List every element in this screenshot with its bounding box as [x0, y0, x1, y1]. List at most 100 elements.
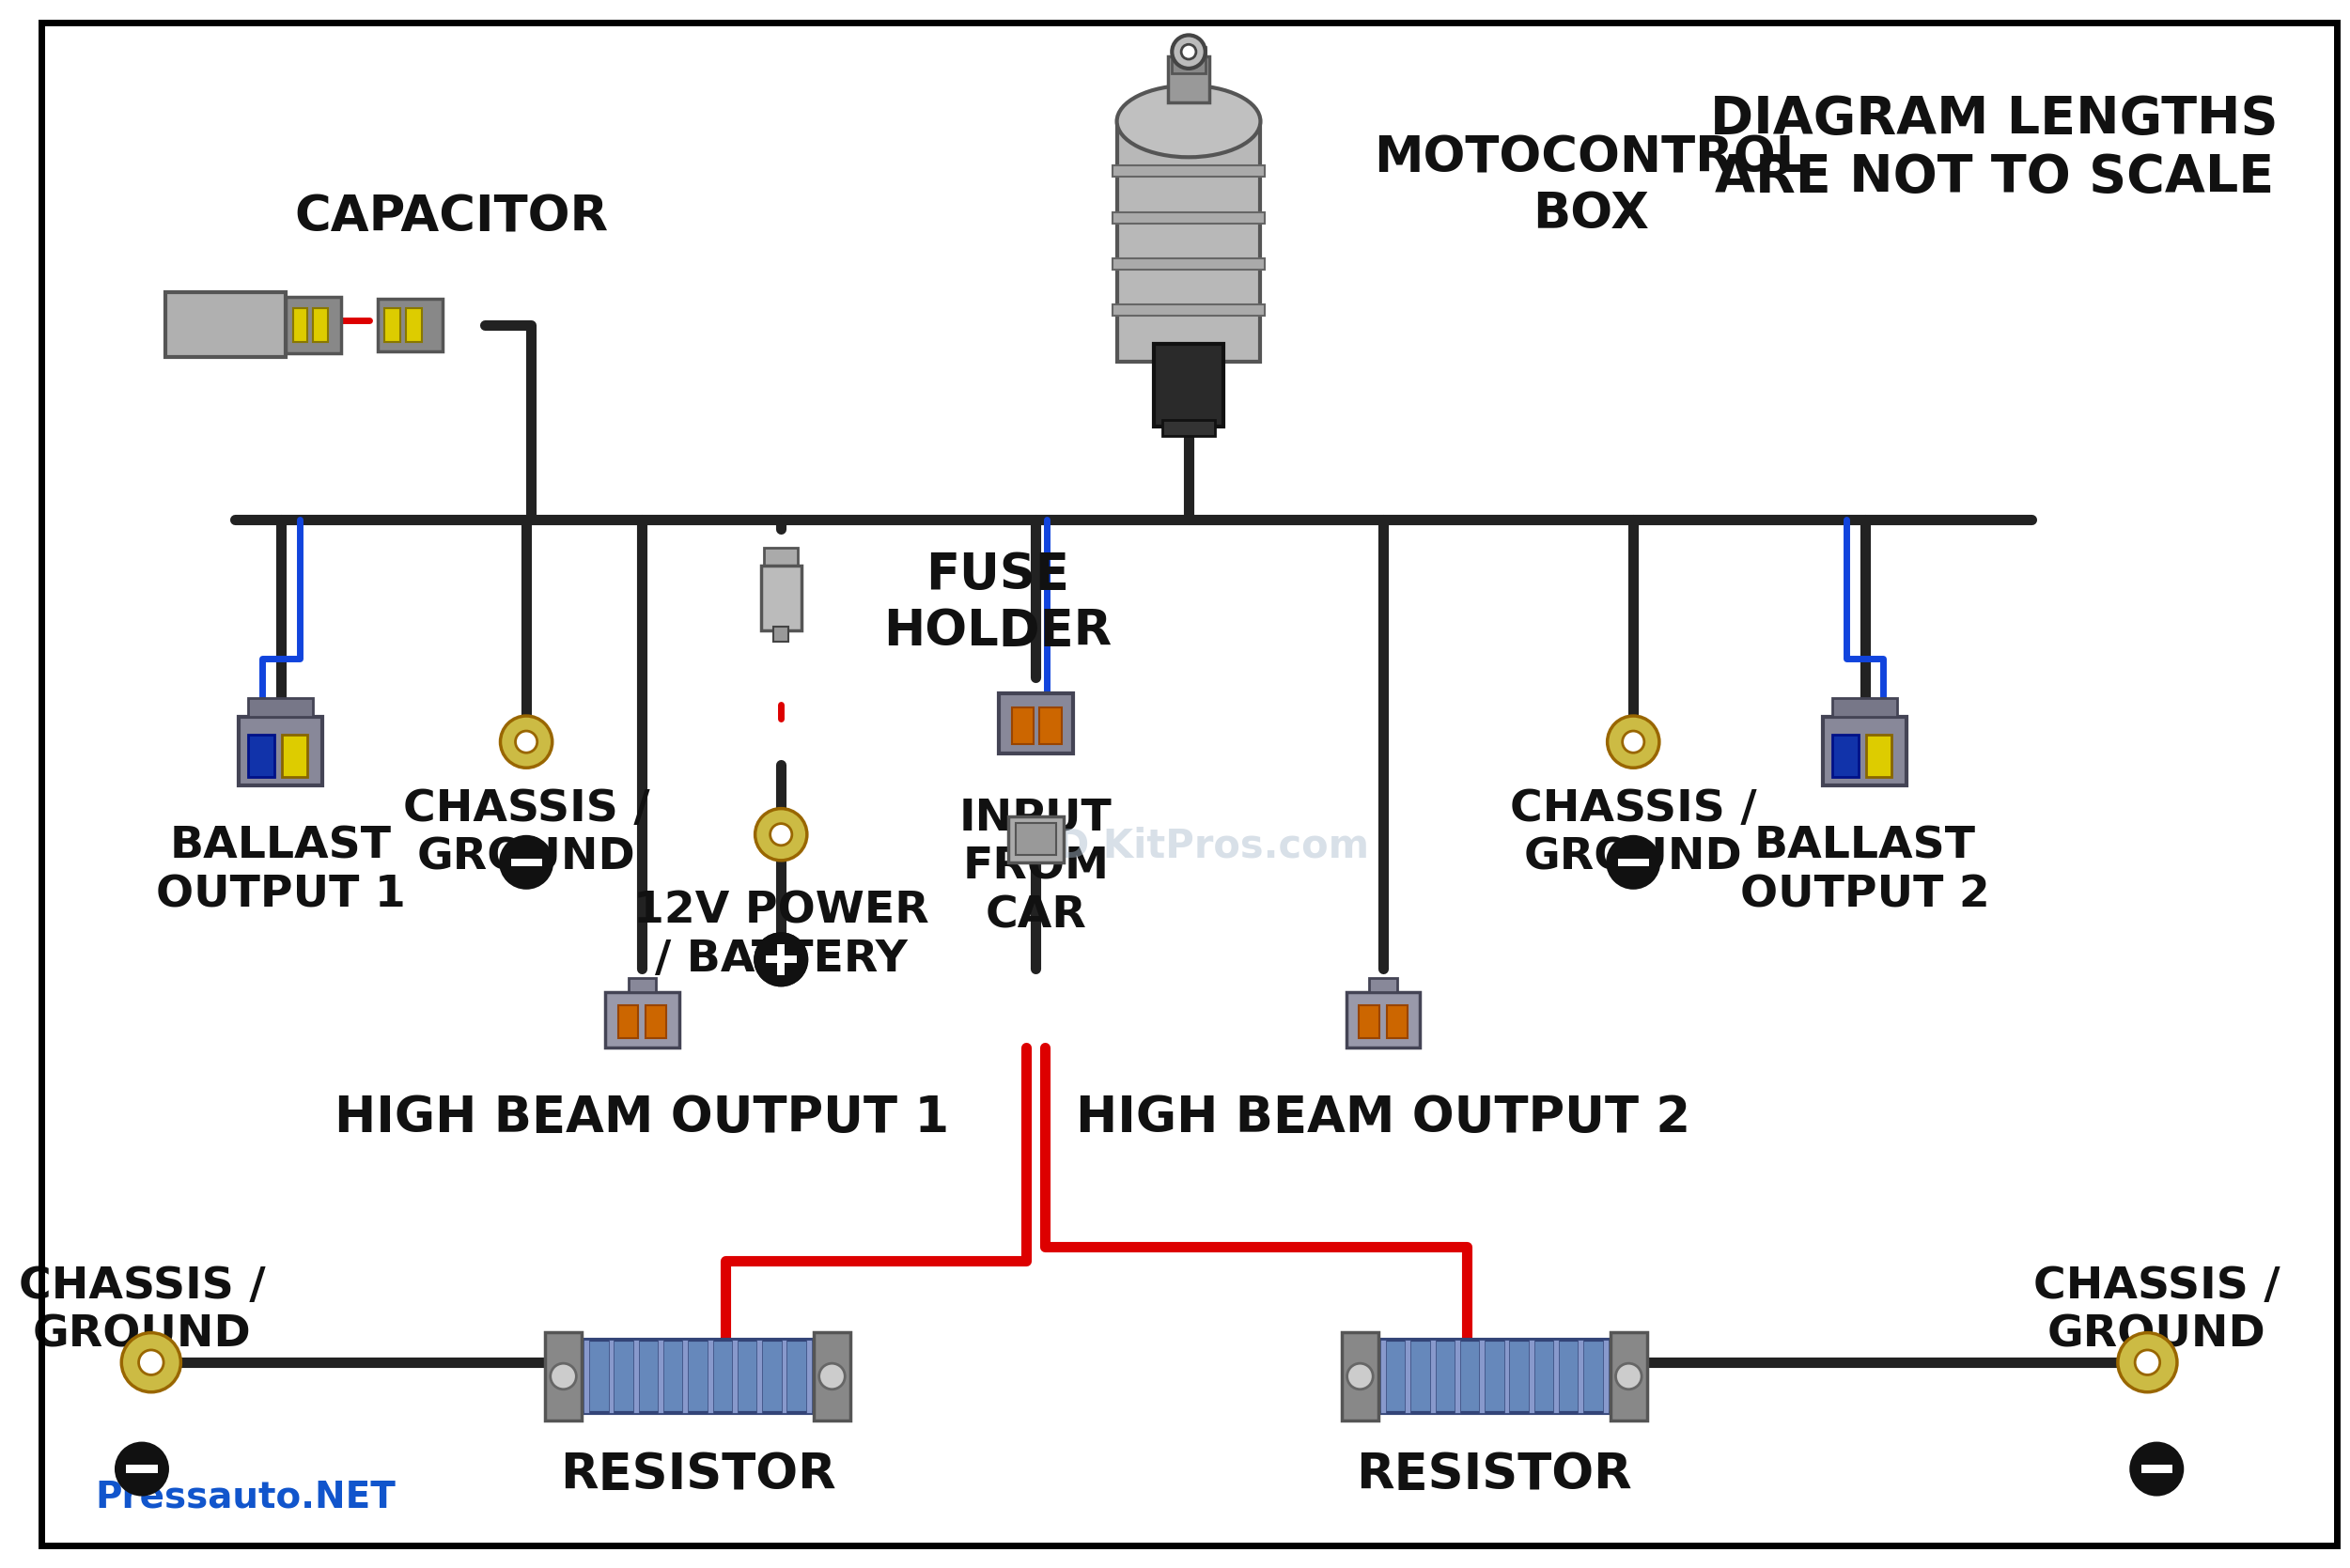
Bar [1386, 1005, 1408, 1038]
Text: DIAGRAM LENGTHS
ARE NOT TO SCALE: DIAGRAM LENGTHS ARE NOT TO SCALE [1711, 94, 2279, 202]
Bar [1824, 717, 1906, 786]
Text: HID KitPros.com: HID KitPros.com [1008, 826, 1370, 866]
Circle shape [115, 1443, 167, 1494]
Bar [618, 1005, 639, 1038]
Bar [757, 1339, 761, 1413]
Bar [127, 1465, 157, 1472]
Bar [249, 735, 275, 776]
Circle shape [1182, 44, 1196, 60]
Text: HIGH BEAM OUTPUT 2: HIGH BEAM OUTPUT 2 [1076, 1094, 1690, 1143]
Circle shape [1607, 717, 1659, 768]
Text: RESISTOR: RESISTOR [559, 1450, 837, 1499]
Circle shape [1607, 836, 1659, 887]
Bar [1617, 858, 1650, 866]
Circle shape [515, 731, 538, 753]
Bar [1528, 1339, 1535, 1413]
Bar [1008, 815, 1065, 862]
Text: BALLAST
OUTPUT 2: BALLAST OUTPUT 2 [1739, 825, 1990, 916]
Bar [681, 1339, 689, 1413]
Bar [1342, 1331, 1379, 1421]
Text: FUSE
HOLDER: FUSE HOLDER [884, 550, 1112, 655]
Bar [766, 955, 797, 963]
Circle shape [820, 1363, 846, 1389]
Circle shape [2117, 1333, 2176, 1392]
Text: CHASSIS /
GROUND: CHASSIS / GROUND [2033, 1265, 2279, 1356]
Bar [646, 1005, 665, 1038]
Circle shape [1347, 1363, 1372, 1389]
Circle shape [550, 1363, 576, 1389]
Bar [2141, 1465, 2171, 1472]
Bar [761, 566, 801, 630]
Text: 12V POWER
/ BATTERY: 12V POWER / BATTERY [632, 891, 928, 982]
Bar [1112, 212, 1264, 223]
Bar [1478, 1339, 1485, 1413]
Bar [1504, 1339, 1509, 1413]
Circle shape [122, 1333, 181, 1392]
Bar [284, 298, 341, 353]
Bar [249, 698, 313, 717]
Bar [313, 309, 329, 342]
Bar [1610, 1331, 1647, 1421]
Circle shape [754, 933, 806, 985]
Text: Pressauto.NET: Pressauto.NET [96, 1480, 397, 1515]
Bar [658, 1339, 663, 1413]
Bar [1358, 1005, 1379, 1038]
Bar [1163, 420, 1215, 436]
Bar [1455, 1339, 1459, 1413]
Bar [707, 1339, 712, 1413]
Bar [1370, 978, 1398, 993]
Text: HIGH BEAM OUTPUT 1: HIGH BEAM OUTPUT 1 [334, 1094, 949, 1143]
Bar [545, 1331, 583, 1421]
Bar [1116, 121, 1260, 362]
Bar [1173, 47, 1206, 74]
Circle shape [2131, 1443, 2183, 1494]
Bar [1405, 1339, 1410, 1413]
Bar [510, 858, 543, 866]
Bar [806, 1339, 811, 1413]
Circle shape [1617, 1363, 1643, 1389]
Bar [1154, 343, 1224, 426]
Bar [764, 547, 797, 566]
Ellipse shape [1116, 85, 1260, 157]
Bar [780, 1339, 787, 1413]
Bar [1015, 823, 1055, 855]
Bar [282, 735, 308, 776]
Bar [813, 1331, 851, 1421]
Text: RESISTOR: RESISTOR [1356, 1450, 1633, 1499]
Bar [1553, 1339, 1558, 1413]
Bar [385, 309, 400, 342]
Bar [1112, 166, 1264, 177]
Bar [1603, 1339, 1607, 1413]
Circle shape [754, 933, 806, 985]
Bar [627, 978, 656, 993]
Bar [1347, 993, 1419, 1047]
Text: CHASSIS /
GROUND: CHASSIS / GROUND [402, 789, 649, 880]
Bar [1579, 1339, 1584, 1413]
Bar [999, 693, 1074, 754]
Bar [1013, 707, 1034, 745]
Text: INPUT
FROM
CAR: INPUT FROM CAR [959, 798, 1112, 938]
Circle shape [501, 836, 552, 887]
Bar [604, 993, 679, 1047]
Circle shape [771, 823, 792, 845]
Text: CAPACITOR: CAPACITOR [294, 193, 609, 241]
Circle shape [2136, 1350, 2160, 1375]
Bar [1375, 1339, 1614, 1413]
Bar [1833, 735, 1859, 776]
Circle shape [501, 717, 552, 768]
Circle shape [1173, 34, 1206, 69]
Bar [578, 1339, 818, 1413]
Bar [164, 293, 284, 358]
Bar [1168, 56, 1208, 103]
Bar [407, 309, 421, 342]
Bar [1379, 1339, 1386, 1413]
Bar [766, 955, 797, 963]
Bar [240, 717, 322, 786]
Text: CHASSIS /
GROUND: CHASSIS / GROUND [1511, 789, 1758, 880]
Bar [773, 627, 790, 641]
Bar [609, 1339, 613, 1413]
Text: MOTOCONTROL
BOX: MOTOCONTROL BOX [1375, 133, 1807, 238]
Bar [1429, 1339, 1436, 1413]
Bar [583, 1339, 590, 1413]
Circle shape [1621, 731, 1645, 753]
